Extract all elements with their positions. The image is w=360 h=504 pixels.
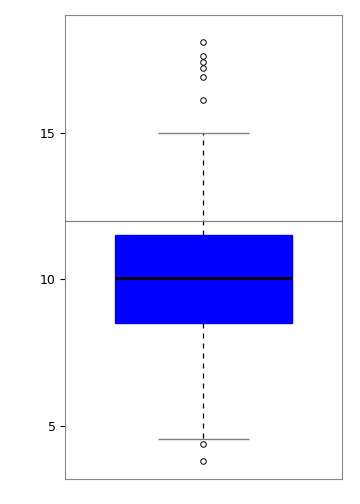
Bar [115, 235, 292, 323]
